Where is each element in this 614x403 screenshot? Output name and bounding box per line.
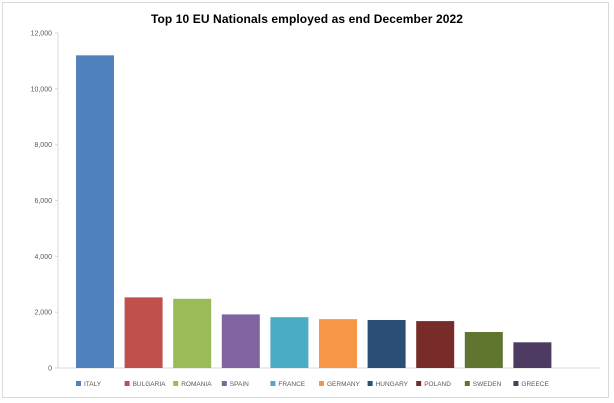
legend-swatch-romania [173,381,179,386]
y-tick-label: 4,000 [34,254,52,261]
legend-swatch-sweden [464,381,470,386]
legend-label-romania: ROMANIA [181,381,212,388]
bar-bulgaria [124,297,163,368]
y-tick-label: 8,000 [34,142,52,149]
legend-label-germany: GERMANY [327,381,361,388]
chart-title: Top 10 EU Nationals employed as end Dece… [150,12,464,26]
legend-swatch-bulgaria [124,381,130,386]
bar-sweden [464,331,503,368]
bar-france [270,317,309,368]
legend-label-sweden: SWEDEN [473,381,502,388]
legend-label-bulgaria: BULGARIA [133,381,167,388]
bar-spain [221,314,260,368]
legend-swatch-hungary [367,381,373,386]
legend-swatch-france [270,381,276,386]
legend: ITALY BULGARIA ROMANIA SPAIN FRANCE GERMANY HU… [76,381,550,388]
y-tick-label: 0 [48,366,52,373]
legend-swatch-greece [513,381,519,386]
y-tick-label: 12,000 [31,31,53,38]
legend-label-italy: ITALY [84,381,102,388]
y-tick-label: 6,000 [34,198,52,205]
bar-hungary [367,319,406,368]
legend-label-france: FRANCE [278,381,305,388]
legend-swatch-poland [416,381,422,386]
legend-swatch-spain [221,381,227,386]
bar-italy [76,55,114,368]
y-axis-ticks: 0 2,000 4,000 6,000 8,000 10,000 12,000 [31,31,58,373]
legend-swatch-italy [76,381,81,386]
bar-germany [319,319,357,368]
bar-greece [513,342,552,368]
legend-swatch-germany [319,381,324,386]
bar-romania [173,298,212,368]
bars [76,55,552,368]
bar-poland [416,321,455,368]
legend-label-hungary: HUNGARY [376,381,409,388]
legend-label-poland: POLAND [424,381,451,388]
legend-label-greece: GREECE [521,381,549,388]
y-tick-label: 10,000 [31,86,53,93]
legend-label-spain: SPAIN [230,381,249,388]
y-tick-label: 2,000 [34,310,52,317]
